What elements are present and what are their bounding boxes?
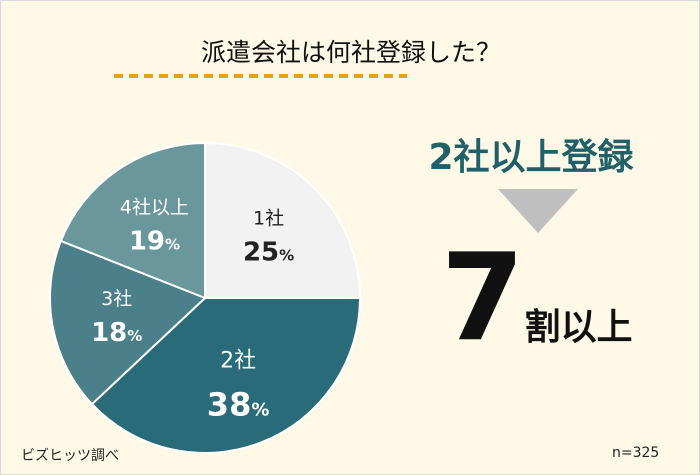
pie-slice bbox=[204, 141, 362, 299]
sample-size: n=325 bbox=[612, 445, 660, 461]
slice-label: 3社 bbox=[101, 288, 132, 310]
source-note: ビズヒッツ調べ bbox=[21, 448, 119, 464]
down-arrow-icon bbox=[498, 189, 578, 233]
pie-slice bbox=[90, 297, 362, 454]
slice-label: 2社 bbox=[220, 349, 256, 374]
headline: 2社以上登録 bbox=[428, 137, 634, 178]
conclusion-number: 7 bbox=[441, 229, 525, 368]
slice-label: 4社以上 bbox=[120, 197, 189, 219]
slice-value-label: 19% bbox=[129, 227, 180, 257]
conclusion-text: 割以上 bbox=[524, 307, 633, 348]
chart-title: 派遣会社は何社登録した？ bbox=[200, 38, 501, 67]
pie-slice bbox=[49, 239, 207, 406]
conclusion: 7割以上 bbox=[441, 239, 633, 359]
title-underline bbox=[114, 74, 407, 78]
slice-label: 1社 bbox=[253, 207, 284, 229]
pie-slice bbox=[59, 141, 206, 300]
